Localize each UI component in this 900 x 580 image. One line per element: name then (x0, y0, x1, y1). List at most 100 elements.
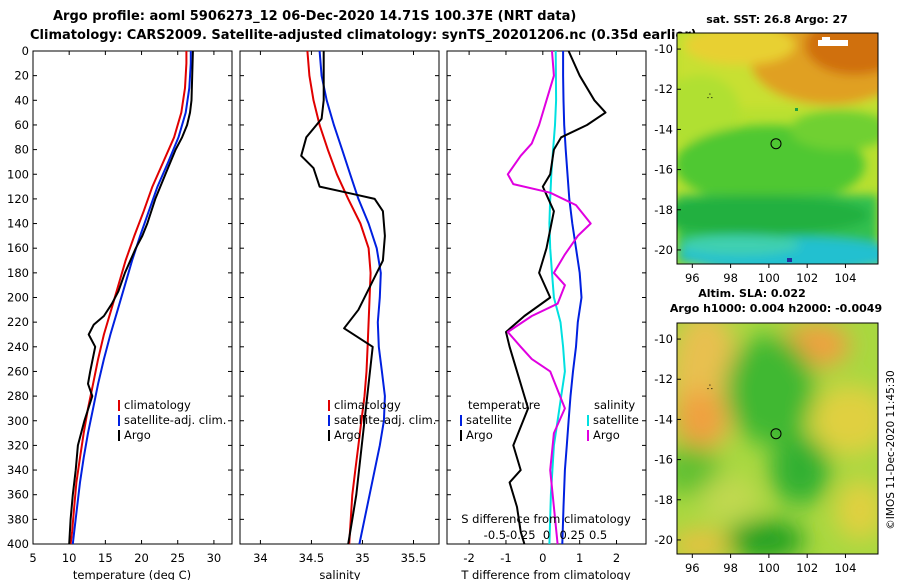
temperature-panel: 0 20 40 60 80 100 120 140 160 180 200 220 240 260 280 3… (7, 44, 233, 580)
difference-x-axis-label: T difference from climatology (460, 568, 631, 580)
difference-secondary-axis-label: S difference from climatology (461, 512, 631, 526)
x-tick-label: 30 (207, 551, 222, 565)
latitude-tick-label: -16 (654, 163, 673, 177)
sst-argo-location-marker (770, 138, 782, 150)
salinity-x-axis-label: salinity (319, 568, 360, 580)
series-line-argo (68, 50, 194, 545)
sla-float-trail-mark: ∴ (707, 383, 713, 393)
longitude-tick-label: 102 (796, 561, 818, 575)
x-tick-label: 35 (355, 551, 370, 565)
legend-s-satellite-swatch (587, 415, 589, 426)
latitude-tick-label: -20 (654, 243, 673, 257)
salinity-depth-ticks (240, 50, 439, 545)
legend-t-argo-swatch (460, 430, 462, 441)
depth-tick-label: 360 (7, 488, 29, 502)
depth-tick-label: 80 (14, 143, 29, 157)
sla-heatmap (677, 323, 878, 554)
series-line-satellite-adj-clim- (318, 50, 386, 545)
sla-map-title: Altim. SLA: 0.022 (698, 287, 805, 300)
latitude-tick-label: -16 (654, 453, 673, 467)
sst-heatmap (677, 33, 878, 264)
x-tick-label: 34.5 (299, 551, 325, 565)
x-tick-label: 2 (613, 551, 620, 565)
temperature-depth-ticks: 0 20 40 60 80 100 120 140 160 180 200 220 240 260 280 3… (7, 44, 232, 551)
legend-s-satellite-label: satellite (593, 413, 639, 427)
figure-subtitle: Climatology: CARS2009. Satellite-adjuste… (30, 28, 697, 43)
latitude-tick-label: -18 (654, 493, 673, 507)
legend-climatology-label: climatology (124, 398, 191, 412)
depth-tick-label: 380 (7, 512, 29, 526)
sla-argo-location-marker (770, 428, 782, 440)
legend-argo-swatch (118, 430, 120, 441)
x-tick-label: 0 (539, 551, 546, 565)
depth-tick-label: 60 (14, 118, 29, 132)
depth-tick-label: 300 (7, 414, 29, 428)
series-line-argo (300, 51, 386, 545)
salinity-panel: 34 34.5 35 35.5 climatology satellite-adj. … (239, 50, 440, 580)
salinity-difference-tick-label: 0.5 (589, 528, 607, 542)
legend-satellite-swatch (118, 415, 120, 426)
temperature-x-ticks: 5 10 15 20 25 30 (29, 51, 221, 565)
depth-tick-label: 240 (7, 340, 29, 354)
temperature-x-axis-label: temperature (deg C) (73, 568, 191, 580)
legend-climatology-swatch (118, 400, 120, 411)
sst-float-trail-mark: ∴ (707, 92, 713, 102)
x-tick-label: -2 (463, 551, 474, 565)
x-tick-label: 1 (576, 551, 583, 565)
difference-depth-ticks (447, 50, 646, 545)
longitude-tick-label: 100 (758, 271, 780, 285)
depth-tick-label: 20 (14, 69, 29, 83)
legend-satellite-swatch (328, 415, 330, 426)
difference-panel: -2 -1 0 1 2 temperature satellite Argo salin… (446, 50, 647, 580)
x-tick-label: 20 (134, 551, 149, 565)
difference-x-ticks: -2 -1 0 1 2 (463, 51, 620, 565)
salinity-lines (300, 50, 386, 545)
longitude-tick-label: 104 (834, 271, 856, 285)
sst-map-ticks: 96 98 100 102 104 -10 -12 -14 -16 -18 -20 (654, 42, 856, 285)
legend-s-argo-label: Argo (593, 428, 620, 442)
temperature-legend: climatology satellite-adj. clim. Argo (118, 398, 226, 442)
sla-map-panel: Altim. SLA: 0.022 Argo h1000: 0.004 h200… (654, 287, 882, 575)
legend-s-argo-swatch (587, 430, 589, 441)
x-tick-label: -1 (500, 551, 511, 565)
x-tick-label: 5 (29, 551, 36, 565)
x-tick-label: 34 (253, 551, 268, 565)
series-line-satellite-adj-clim- (71, 51, 192, 545)
imos-credit: ©IMOS 11-Dec-2020 11:45:30 (885, 370, 897, 529)
longitude-tick-label: 98 (723, 271, 738, 285)
longitude-tick-label: 102 (796, 271, 818, 285)
depth-tick-label: 280 (7, 389, 29, 403)
legend-salinity-heading: salinity (594, 398, 635, 412)
salinity-legend: climatology satellite-adj. clim. Argo (328, 398, 436, 442)
depth-tick-label: 340 (7, 463, 29, 477)
salinity-x-ticks: 34 34.5 35 35.5 (253, 51, 426, 565)
difference-plot-frame (446, 50, 647, 545)
sst-map-title: sat. SST: 26.8 Argo: 27 (706, 13, 848, 26)
salinity-difference-tick-label: -0.25 (506, 528, 536, 542)
legend-satellite-label: satellite-adj. clim. (124, 413, 226, 427)
difference-lines (505, 50, 607, 545)
series-line-t-argo (505, 50, 607, 545)
sla-map-subtitle: Argo h1000: 0.004 h2000: -0.0049 (670, 302, 882, 315)
salinity-difference-ticks: -0.5 -0.25 0 0.25 0.5 (484, 528, 608, 542)
depth-tick-label: 160 (7, 241, 29, 255)
legend-climatology-swatch (328, 400, 330, 411)
sst-map-frame (676, 32, 879, 265)
depth-tick-label: 220 (7, 315, 29, 329)
depth-tick-label: 400 (7, 537, 29, 551)
legend-t-satellite-swatch (460, 415, 462, 426)
longitude-tick-label: 104 (834, 561, 856, 575)
x-tick-label: 10 (62, 551, 77, 565)
temperature-plot-frame (32, 50, 233, 545)
longitude-tick-label: 100 (758, 561, 780, 575)
latitude-tick-label: -12 (654, 372, 673, 386)
latitude-tick-label: -14 (654, 412, 673, 426)
legend-t-satellite-label: satellite (466, 413, 512, 427)
longitude-tick-label: 96 (685, 561, 700, 575)
x-tick-label: 15 (98, 551, 113, 565)
legend-argo-swatch (328, 430, 330, 441)
latitude-tick-label: -18 (654, 203, 673, 217)
depth-tick-label: 200 (7, 291, 29, 305)
legend-climatology-label: climatology (334, 398, 401, 412)
